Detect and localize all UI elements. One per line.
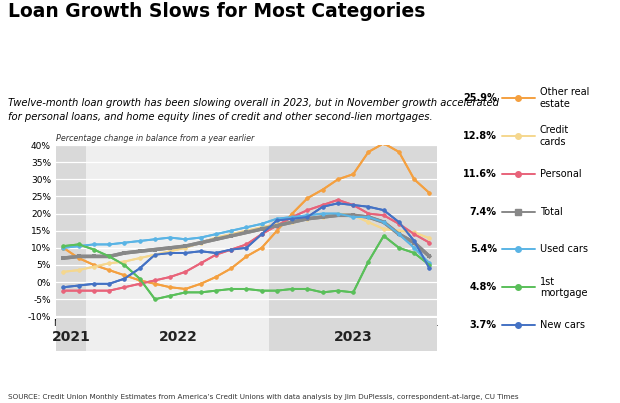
Text: 12.8%: 12.8% xyxy=(463,131,497,141)
Text: 7.4%: 7.4% xyxy=(470,207,497,216)
Bar xyxy=(269,318,437,351)
Text: 2021: 2021 xyxy=(51,330,91,344)
Text: 5.4%: 5.4% xyxy=(470,245,497,254)
Text: 25.9%: 25.9% xyxy=(463,93,497,103)
Text: 4.8%: 4.8% xyxy=(470,283,497,292)
Text: 3.7%: 3.7% xyxy=(470,320,497,330)
Text: Credit
cards: Credit cards xyxy=(540,125,569,147)
Text: New cars: New cars xyxy=(540,320,585,330)
Bar xyxy=(56,145,86,316)
Text: 11.6%: 11.6% xyxy=(463,169,497,179)
Text: Percentage change in balance from a year earlier: Percentage change in balance from a year… xyxy=(56,134,254,143)
Text: Personal: Personal xyxy=(540,169,582,179)
Bar xyxy=(86,145,269,316)
Bar xyxy=(269,145,437,316)
Text: Used cars: Used cars xyxy=(540,245,588,254)
Bar xyxy=(56,318,86,351)
Bar xyxy=(86,318,269,351)
Text: Loan Growth Slows for Most Categories: Loan Growth Slows for Most Categories xyxy=(8,2,425,21)
Text: 2023: 2023 xyxy=(334,330,373,344)
Text: SOURCE: Credit Union Monthly Estimates from America’s Credit Unions with data an: SOURCE: Credit Union Monthly Estimates f… xyxy=(8,394,519,400)
Text: 2022: 2022 xyxy=(158,330,197,344)
Text: Total: Total xyxy=(540,207,563,216)
Text: Twelve-month loan growth has been slowing overall in 2023, but in November growt: Twelve-month loan growth has been slowin… xyxy=(8,98,499,122)
Text: 1st
mortgage: 1st mortgage xyxy=(540,276,588,298)
Text: Other real
estate: Other real estate xyxy=(540,87,590,109)
